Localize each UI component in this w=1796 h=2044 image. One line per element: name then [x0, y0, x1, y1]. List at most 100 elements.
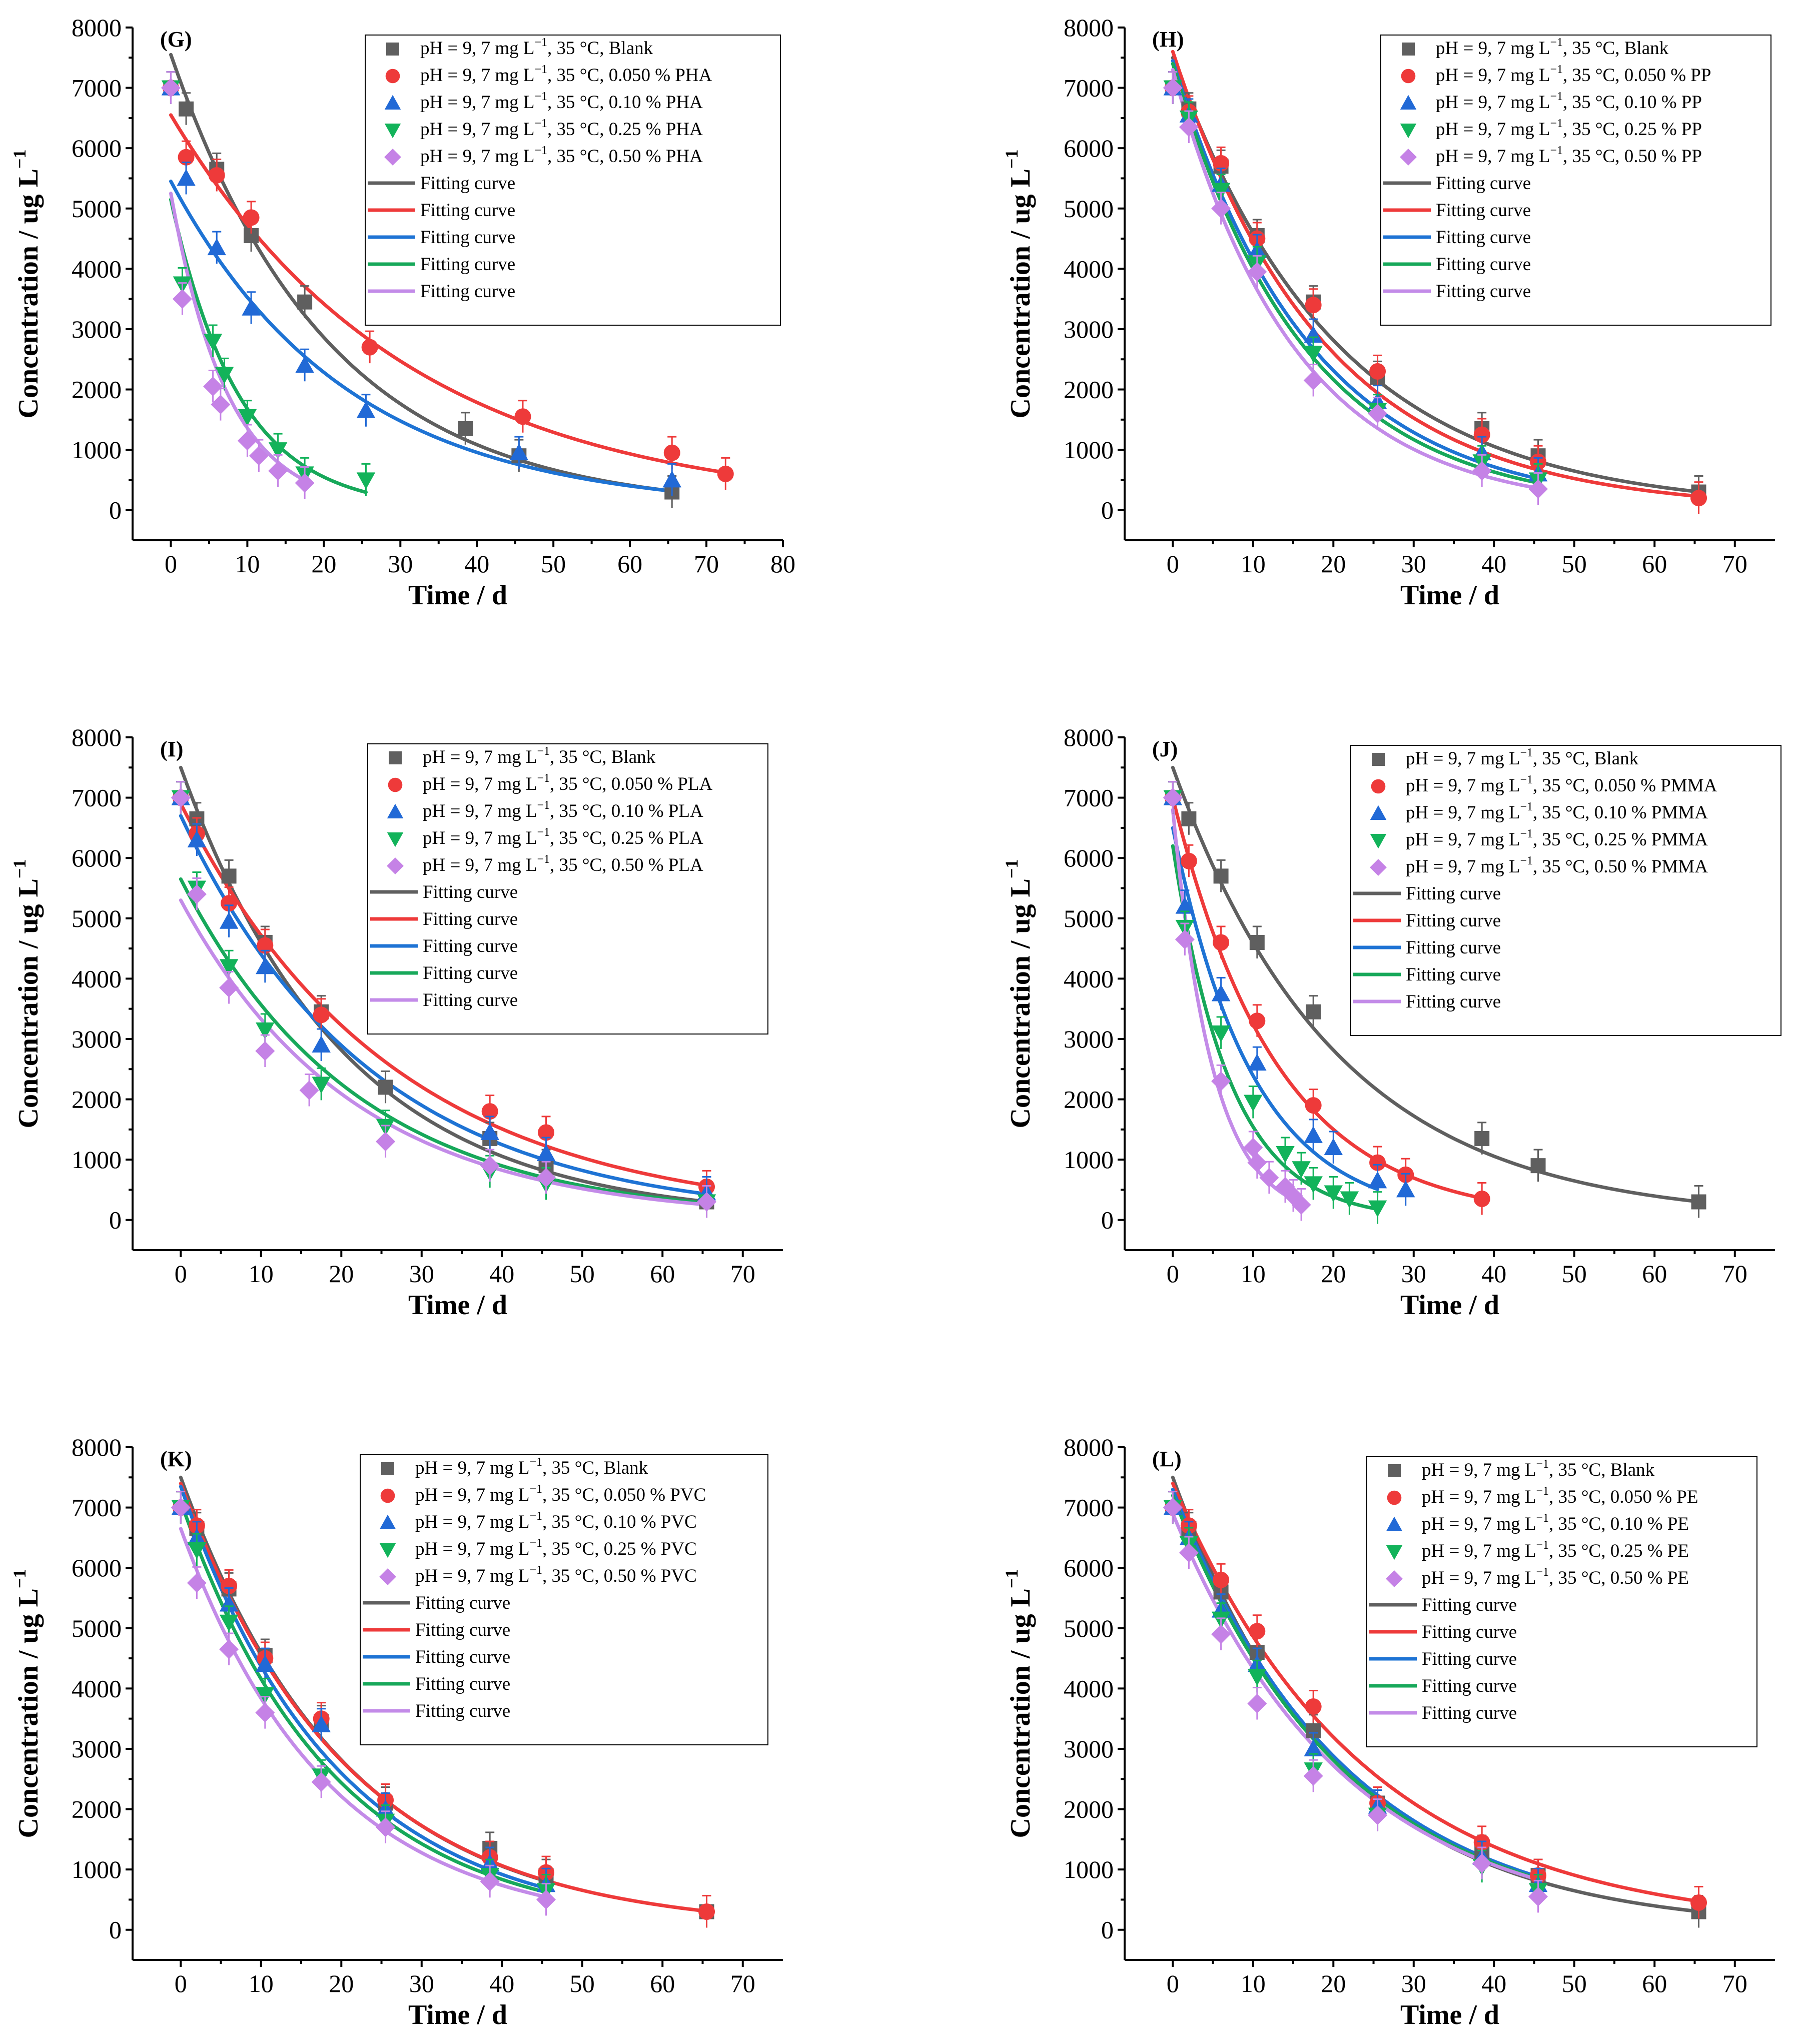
data-point: [256, 1687, 275, 1704]
fit-curve-line: [1171, 765, 1700, 1204]
legend-entry-part: pH = 9, 7 mg L: [423, 747, 537, 767]
data-point: [1249, 935, 1265, 950]
legend-marker: [386, 43, 399, 56]
legend-entry-part: pH = 9, 7 mg L: [1406, 856, 1520, 877]
y-tick-label: 2000: [72, 376, 122, 404]
x-tick-label: 10: [1241, 1260, 1266, 1288]
legend-entry-part: pH = 9, 7 mg L: [1436, 146, 1550, 167]
y-tick-label: 3000: [72, 1735, 122, 1763]
legend-entry: pH = 9, 7 mg L−1, 35 °C, 0.50 % PLA: [423, 853, 703, 875]
y-tick-label: 6000: [1064, 844, 1114, 872]
x-tick-label: 70: [1722, 1260, 1747, 1288]
x-tick-label: 40: [464, 550, 489, 578]
data-point: [378, 1080, 393, 1095]
legend-entry: pH = 9, 7 mg L−1, 35 °C, 0.10 % PP: [1436, 90, 1702, 113]
legend-entry-part: , 35 °C, 0.25 % PMMA: [1533, 829, 1708, 850]
legend-entry: Fitting curve: [415, 1701, 510, 1721]
data-point: [1211, 199, 1231, 219]
panel-label: (L): [1152, 1447, 1182, 1471]
panel-label: (J): [1152, 737, 1178, 761]
y-tick-label: 7000: [72, 784, 122, 812]
y-tick-label: 4000: [1064, 964, 1114, 992]
x-tick-label: 0: [165, 550, 177, 578]
y-tick-label: 6000: [72, 844, 122, 872]
data-point: [1249, 1012, 1266, 1030]
x-tick-label: 70: [694, 550, 719, 578]
x-tick-label: 10: [1241, 1969, 1266, 1997]
data-point: [514, 408, 531, 425]
y-tick-label: 4000: [1064, 255, 1114, 283]
x-tick-label: 20: [329, 1969, 354, 1997]
x-tick-label: 50: [570, 1260, 595, 1288]
x-tick-label: 40: [1481, 1260, 1506, 1288]
legend-entry-part: , 35 °C, 0.10 % PP: [1563, 92, 1702, 113]
y-axis-title-main: Concentration / ug L: [1005, 1588, 1036, 1838]
legend-entry-sup: −1: [1550, 117, 1563, 130]
x-tick-label: 60: [617, 550, 642, 578]
y-tick-label: 1000: [72, 1855, 122, 1883]
legend-marker: [1402, 43, 1415, 56]
data-point: [1304, 1126, 1323, 1143]
legend-entry: Fitting curve: [420, 200, 515, 221]
y-tick-label: 5000: [1064, 904, 1114, 932]
legend-marker: [380, 1488, 395, 1503]
data-point: [243, 209, 260, 226]
data-point: [257, 937, 274, 954]
data-point: [1213, 1571, 1230, 1588]
x-tick-label: 70: [730, 1969, 755, 1997]
legend-marker: [1401, 69, 1416, 84]
chart-panel-4: 0 1000 2000 3000 4000 5000 6000 7000 8000 0 10 20 30…: [10, 1433, 783, 2030]
x-axis-title: Time / d: [1400, 1999, 1499, 2030]
legend-entry-part: , 35 °C, 0.25 % PLA: [550, 828, 703, 848]
legend-marker: [1386, 1570, 1403, 1587]
legend-entry-sup: −1: [534, 63, 547, 76]
legend-entry-part: , 35 °C, 0.10 % PVC: [542, 1512, 697, 1532]
x-axis-title: Time / d: [1400, 1290, 1499, 1321]
data-point: [238, 409, 257, 426]
y-tick-label: 0: [109, 1916, 122, 1944]
x-tick-label: 60: [1642, 550, 1667, 578]
data-point: [1213, 155, 1230, 172]
legend-marker: [1370, 834, 1387, 849]
x-tick-label: 30: [1401, 1260, 1426, 1288]
data-point: [1304, 346, 1323, 363]
y-tick-label: 2000: [1064, 376, 1114, 404]
x-tick-label: 50: [570, 1969, 595, 1997]
legend-entry: pH = 9, 7 mg L−1, 35 °C, 0.25 % PHA: [420, 117, 703, 140]
data-point: [187, 1573, 207, 1593]
data-point: [313, 1006, 330, 1024]
legend-marker: [384, 95, 401, 110]
data-point: [1305, 1097, 1322, 1114]
data-point: [1163, 1498, 1183, 1518]
data-point: [1305, 297, 1322, 314]
data-point: [242, 298, 261, 316]
legend-entry-sup: −1: [1536, 1458, 1549, 1471]
x-tick-label: 30: [409, 1260, 434, 1288]
legend-marker: [1371, 779, 1386, 794]
legend-entry-part: pH = 9, 7 mg L: [1422, 1568, 1536, 1588]
legend-entry-part: , 35 °C, 0.50 % PE: [1549, 1568, 1689, 1588]
legend-entry: Fitting curve: [1406, 883, 1501, 904]
data-point: [311, 1772, 331, 1792]
chart-panel-2: 0 1000 2000 3000 4000 5000 6000 7000 8000 0 10 20 30…: [10, 723, 783, 1321]
data-point: [698, 1903, 715, 1920]
data-point: [376, 1132, 396, 1152]
y-tick-label: 0: [109, 1206, 122, 1234]
y-tick-label: 1000: [72, 1146, 122, 1174]
y-tick-label: 7000: [1064, 784, 1114, 812]
x-tick-label: 40: [1481, 1969, 1506, 1997]
data-point: [1181, 811, 1197, 826]
data-point: [1304, 1176, 1323, 1194]
x-tick-label: 10: [1241, 550, 1266, 578]
legend-entry-part: , 35 °C, Blank: [542, 1458, 648, 1478]
data-point: [1304, 326, 1323, 343]
legend-entry-sup: −1: [1550, 63, 1563, 76]
data-point: [312, 1077, 331, 1094]
data-point: [1368, 404, 1388, 424]
x-tick-label: 30: [388, 550, 413, 578]
data-point: [1528, 1886, 1548, 1906]
x-axis-title: Time / d: [408, 580, 507, 611]
legend-entry: Fitting curve: [420, 281, 515, 302]
legend-entry-sup: −1: [1520, 854, 1533, 867]
legend-entry-part: , 35 °C, 0.050 % PLA: [550, 774, 712, 794]
